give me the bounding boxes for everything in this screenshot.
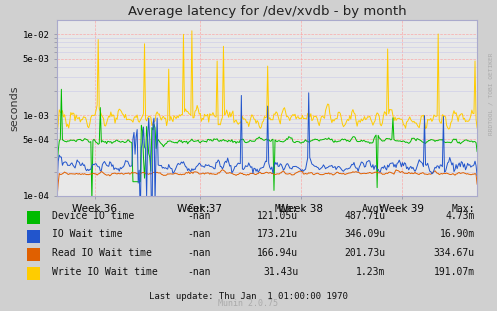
Text: -nan: -nan xyxy=(188,230,211,239)
Text: Last update: Thu Jan  1 01:00:00 1970: Last update: Thu Jan 1 01:00:00 1970 xyxy=(149,292,348,300)
Text: 487.71u: 487.71u xyxy=(344,211,385,221)
Text: 334.67u: 334.67u xyxy=(433,248,475,258)
Text: Read IO Wait time: Read IO Wait time xyxy=(52,248,152,258)
Text: Max:: Max: xyxy=(451,204,475,214)
Text: Write IO Wait time: Write IO Wait time xyxy=(52,267,158,277)
Text: 201.73u: 201.73u xyxy=(344,248,385,258)
Text: 16.90m: 16.90m xyxy=(439,230,475,239)
Text: 1.23m: 1.23m xyxy=(356,267,385,277)
Text: -nan: -nan xyxy=(188,248,211,258)
Text: -nan: -nan xyxy=(188,211,211,221)
Text: -nan: -nan xyxy=(188,267,211,277)
Text: 191.07m: 191.07m xyxy=(433,267,475,277)
Text: 173.21u: 173.21u xyxy=(257,230,298,239)
Title: Average latency for /dev/xvdb - by month: Average latency for /dev/xvdb - by month xyxy=(128,5,407,18)
Text: 166.94u: 166.94u xyxy=(257,248,298,258)
Text: Cur:: Cur: xyxy=(188,204,211,214)
Text: 346.09u: 346.09u xyxy=(344,230,385,239)
Text: Device IO time: Device IO time xyxy=(52,211,134,221)
Text: RRDTOOL / TOBI OETIKER: RRDTOOL / TOBI OETIKER xyxy=(489,52,494,135)
Text: 4.73m: 4.73m xyxy=(445,211,475,221)
Text: Min:: Min: xyxy=(275,204,298,214)
Text: Munin 2.0.75: Munin 2.0.75 xyxy=(219,299,278,308)
Text: 121.05u: 121.05u xyxy=(257,211,298,221)
Text: Avg:: Avg: xyxy=(362,204,385,214)
Text: IO Wait time: IO Wait time xyxy=(52,230,123,239)
Text: 31.43u: 31.43u xyxy=(263,267,298,277)
Y-axis label: seconds: seconds xyxy=(10,85,20,131)
